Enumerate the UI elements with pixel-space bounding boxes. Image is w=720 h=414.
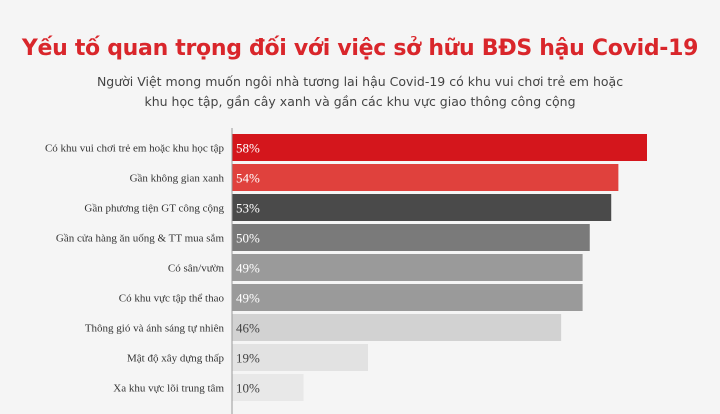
value-label: 54%	[236, 171, 260, 186]
category-label: Mật độ xây dựng thấp	[127, 353, 225, 365]
chart-subtitle: Người Việt mong muốn ngôi nhà tương lai …	[96, 74, 624, 109]
category-label: Gần phương tiện GT công cộng	[84, 203, 224, 215]
category-label: Xa khu vực lõi trung tâm	[113, 383, 224, 395]
bar	[232, 344, 368, 371]
value-label: 49%	[236, 291, 260, 306]
bar	[232, 374, 304, 401]
category-label: Thông gió và ánh sáng tự nhiên	[85, 323, 225, 335]
value-label: 10%	[236, 381, 260, 396]
value-label: 53%	[236, 201, 260, 216]
category-label: Gần không gian xanh	[130, 173, 225, 185]
bar	[232, 134, 647, 161]
bar	[232, 224, 590, 251]
bar	[232, 164, 619, 191]
value-label: 49%	[236, 261, 260, 276]
bar	[232, 194, 612, 221]
category-label: Có sân/vườn	[168, 263, 225, 275]
bar	[232, 254, 583, 281]
value-label: 58%	[236, 141, 260, 156]
bar-chart: Có khu vui chơi trẻ em hoặc khu học tập 5…	[45, 128, 647, 414]
value-label: 46%	[236, 321, 260, 336]
bar	[232, 284, 583, 311]
value-label: 19%	[236, 351, 260, 366]
chart-title: Yếu tố quan trọng đối với việc sở hữu BĐ…	[21, 36, 699, 61]
category-label: Gần cửa hàng ăn uống & TT mua sắm	[56, 233, 225, 245]
category-label: Có khu vực tập thể thao	[119, 293, 225, 305]
value-label: 50%	[236, 231, 260, 246]
category-label: Có khu vui chơi trẻ em hoặc khu học tập	[45, 143, 225, 155]
bar	[232, 314, 562, 341]
